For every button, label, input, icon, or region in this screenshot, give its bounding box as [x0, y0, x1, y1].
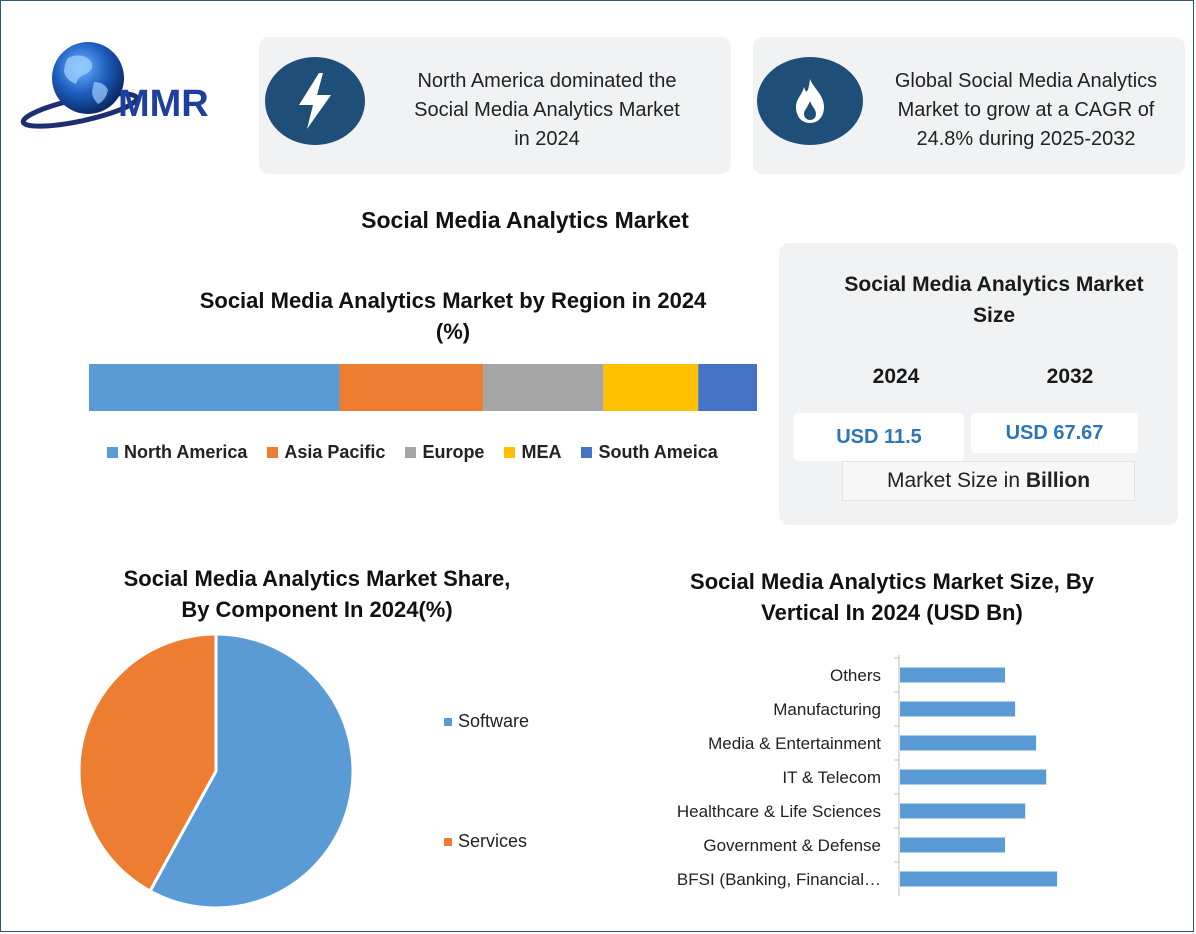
highlight-text-region: North America dominated the Social Media… [414, 70, 680, 150]
vertical-bar-it-telecom [900, 769, 1047, 785]
highlight-card-region: North America dominated the Social Media… [259, 37, 731, 174]
region-bar-south-ameica [698, 364, 757, 411]
market-size-title: Social Media Analytics Market Size [844, 273, 1144, 327]
year-2024-label: 2024 [872, 365, 920, 388]
vertical-bar-media-entertainment [900, 735, 1037, 751]
legend-label: Asia Pacific [284, 442, 386, 462]
vertical-chart-title: Social Media Analytics Market Size, By V… [690, 569, 1094, 625]
vertical-bar-others [900, 667, 1005, 683]
legend-services: Services [444, 831, 527, 852]
market-size-card: Social Media Analytics Market Size 2024 … [779, 243, 1178, 525]
legend-swatch [107, 447, 118, 458]
pie-slice-services [78, 632, 218, 894]
vertical-bar-chart: Others Manufacturing Media & Entertainment… [677, 655, 1058, 896]
services-swatch [444, 837, 452, 846]
legend-label: Europe [422, 442, 485, 462]
software-swatch [444, 717, 452, 726]
highlight-card-cagr: Global Social Media Analytics Market to … [753, 37, 1185, 174]
value-2032: USD 67.67 [971, 413, 1138, 453]
legend-swatch [267, 447, 279, 458]
highlight-text-cagr: Global Social Media Analytics Market to … [894, 70, 1158, 150]
component-chart-title: Social Media Analytics Market Share, By … [123, 566, 511, 622]
region-bar-north-america [89, 364, 340, 411]
legend-label: South Ameica [598, 442, 718, 462]
mmr-logo: MMR [20, 42, 209, 129]
legend-label: MEA [521, 442, 562, 462]
vertical-bar-government-defense [900, 837, 1005, 853]
market-size-unit: Market Size in Billion [842, 461, 1135, 501]
region-legend-asia-pacific: Asia Pacific [267, 442, 385, 463]
category-label-6: BFSI (Banking, Financial… [677, 870, 881, 889]
category-label-2: Media & Entertainment [708, 734, 881, 753]
legend-swatch [581, 447, 593, 458]
legend-label: North America [124, 442, 248, 462]
pie-slice-software [147, 632, 355, 910]
region-bar-asia-pacific [339, 364, 484, 411]
flame-icon [757, 57, 863, 145]
component-pie-chart [78, 632, 355, 910]
region-bar-europe [483, 364, 604, 411]
category-label-4: Healthcare & Life Sciences [677, 802, 881, 821]
region-bar-mea [603, 364, 699, 411]
region-legend: North America Asia Pacific Europe MEA South … [107, 442, 738, 463]
category-label-5: Government & Defense [703, 836, 881, 855]
legend-swatch [504, 447, 516, 458]
lightning-icon [265, 57, 365, 145]
category-label-1: Manufacturing [773, 700, 881, 719]
legend-swatch [405, 447, 417, 458]
category-label-0: Others [830, 666, 881, 685]
main-title: Social Media Analytics Market [361, 207, 689, 233]
year-2032-label: 2032 [1046, 365, 1094, 388]
vertical-bar-healthcare-life-sciences [900, 803, 1026, 819]
logo-text: MMR [118, 83, 209, 125]
region-chart-title: Social Media Analytics Market by Region … [199, 288, 707, 344]
value-2024: USD 11.5 [794, 413, 964, 461]
vertical-bar-bfsi-banking-financial [900, 871, 1058, 887]
legend-software: Software [444, 711, 529, 732]
category-label-3: IT & Telecom [782, 768, 881, 787]
region-legend-south-ameica: South Ameica [581, 442, 718, 463]
vertical-bar-manufacturing [900, 701, 1016, 717]
region-legend-mea: MEA [504, 442, 561, 463]
region-legend-north-america: North America [107, 442, 247, 463]
region-stacked-bar-chart [89, 364, 757, 411]
region-legend-europe: Europe [405, 442, 484, 463]
